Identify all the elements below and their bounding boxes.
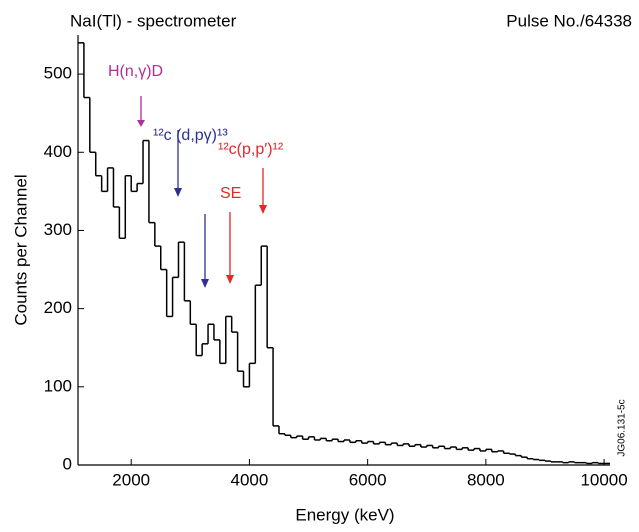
arrow-head: [174, 188, 182, 197]
x-tick-label: 2000: [112, 470, 150, 489]
y-tick-label: 300: [44, 220, 72, 239]
x-tick-label: 6000: [349, 470, 387, 489]
y-tick-label: 0: [63, 454, 72, 473]
x-tick-label: 8000: [467, 470, 505, 489]
annotation: ¹²c (d,pγ)¹³: [153, 127, 228, 144]
x-tick-label: 10000: [580, 470, 627, 489]
x-tick-label: 4000: [231, 470, 269, 489]
y-tick-label: 500: [44, 64, 72, 83]
arrow-head: [226, 275, 234, 284]
annotation: ¹²c(p,p′)¹²: [218, 141, 284, 158]
annotation: H(n,γ)D: [108, 63, 163, 80]
arrow-head: [137, 120, 145, 127]
y-tick-label: 200: [44, 298, 72, 317]
arrows: [137, 96, 267, 288]
chart-subtitle: Pulse No./64338: [506, 11, 632, 30]
x-axis-label: Energy (keV): [295, 505, 394, 524]
figure-id: JG06.131-5c: [617, 399, 628, 456]
arrow-head: [201, 279, 209, 288]
y-axis-label: Counts per Channel: [11, 174, 30, 325]
annotation: SE: [220, 185, 241, 202]
y-tick-label: 400: [44, 142, 72, 161]
arrow-head: [259, 205, 267, 214]
chart-title: NaI(Tl) - spectrometer: [70, 11, 237, 30]
y-tick-label: 100: [44, 376, 72, 395]
